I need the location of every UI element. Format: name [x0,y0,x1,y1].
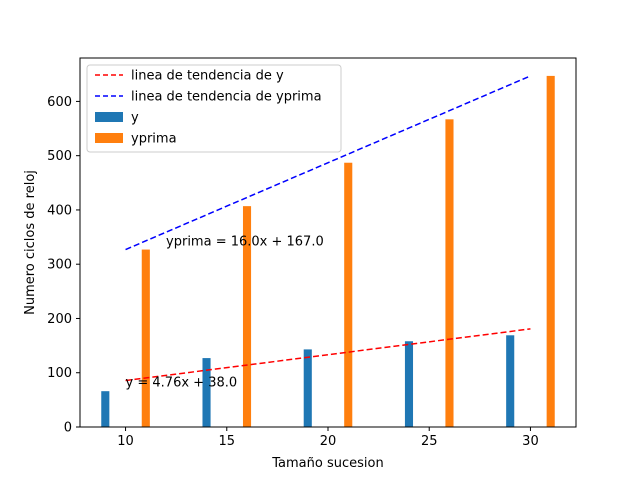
equation-y: y = 4.76x + 38.0 [126,376,238,391]
y-tick-label: 600 [47,95,72,110]
annotations-layer: y = 4.76x + 38.0 yprima = 16.0x + 167.0 [126,235,324,391]
trend-line-0 [125,328,531,382]
y-axis-label: Numero ciclos de reloj [23,170,38,315]
bars-layer [101,75,555,428]
trend-lines-layer [125,75,531,382]
legend-box [86,64,342,153]
y-tick-label: 100 [47,366,72,381]
legend-label-trend-yprima: linea de tendencia de yprima [131,90,322,105]
bar-y-4 [506,335,515,427]
x-tick-label: 30 [522,434,539,449]
bar-y-3 [404,341,414,427]
legend-label-yprima: yprima [131,132,177,147]
equation-yprima: yprima = 16.0x + 167.0 [166,235,324,250]
y-tick-label: 300 [47,258,72,273]
x-tick-label: 20 [320,434,337,449]
y-tick-label: 0 [64,421,72,436]
bar-yprima-2 [344,162,353,427]
bar-y-2 [303,349,312,427]
y-tick-label: 400 [47,203,72,218]
legend-swatch-yprima [95,133,123,143]
bar-yprima-1 [242,206,252,427]
x-axis-label: Tamaño sucesion [271,456,383,471]
x-axis: 10 15 20 25 30 [117,427,539,449]
x-tick-label: 10 [117,434,134,449]
x-tick-label: 15 [219,434,236,449]
bar-yprima-3 [445,119,454,427]
legend: linea de tendencia de y linea de tendenc… [86,64,342,153]
trend-line-1 [125,75,531,251]
y-tick-label: 200 [47,312,72,327]
legend-swatch-y [95,112,123,122]
bar-y-0 [101,391,110,427]
bar-y-1 [202,358,211,427]
y-axis: 0 100 200 300 400 500 600 [47,95,80,436]
legend-label-y: y [131,111,139,126]
y-tick-label: 500 [47,149,72,164]
x-tick-label: 25 [421,434,438,449]
bar-yprima-4 [546,75,555,428]
legend-label-trend-y: linea de tendencia de y [131,69,284,84]
bar-yprima-0 [141,249,150,427]
